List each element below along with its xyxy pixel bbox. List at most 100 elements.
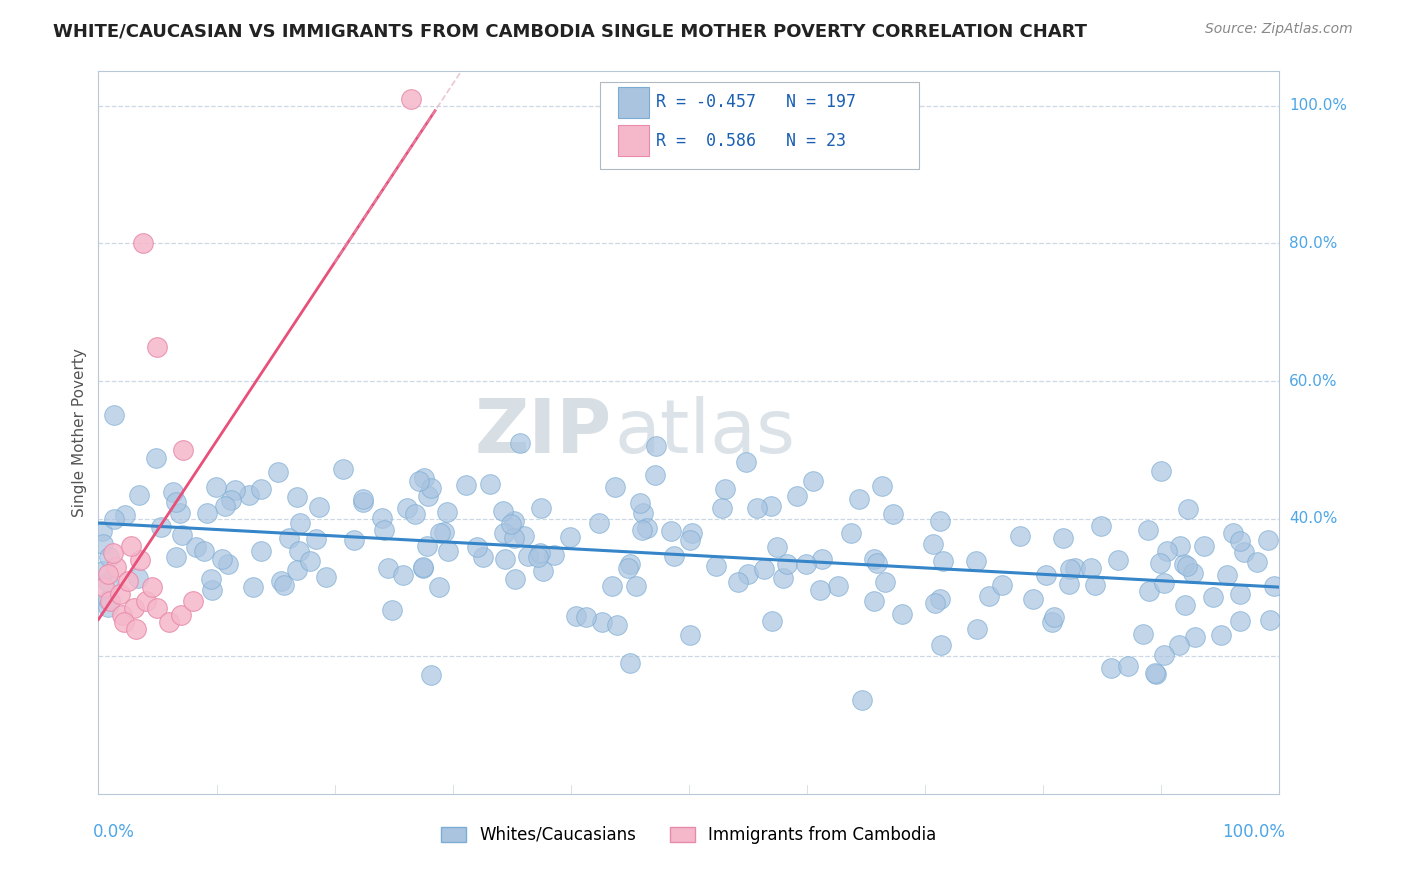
Point: [454, 478, 477, 492]
Point: [619, 557, 641, 571]
Point: [1263, 579, 1285, 593]
Point: [664, 549, 686, 563]
Point: [165, 495, 187, 509]
Point: [135, 594, 157, 608]
Point: [103, 409, 125, 423]
Point: [98, 594, 121, 608]
Point: [1156, 544, 1178, 558]
Point: [128, 553, 150, 567]
Point: [1229, 533, 1251, 548]
Point: [1099, 661, 1122, 675]
Point: [1232, 545, 1254, 559]
Point: [1192, 539, 1215, 553]
Point: [921, 537, 943, 551]
Text: Source: ZipAtlas.com: Source: ZipAtlas.com: [1205, 22, 1353, 37]
Point: [141, 581, 163, 595]
Point: [127, 571, 149, 585]
Point: [1090, 519, 1112, 533]
Point: [108, 587, 131, 601]
Text: ZIP: ZIP: [475, 396, 612, 469]
Point: [1173, 557, 1195, 571]
Point: [465, 541, 488, 555]
Point: [267, 465, 290, 479]
Point: [112, 615, 135, 629]
Text: 100.0%: 100.0%: [1222, 822, 1285, 841]
Point: [560, 529, 582, 543]
Point: [157, 615, 180, 629]
Point: [429, 525, 451, 540]
Point: [1035, 568, 1057, 582]
Point: [184, 540, 207, 554]
Point: [494, 526, 516, 541]
Point: [1222, 525, 1244, 540]
Point: [1150, 464, 1173, 478]
Point: [401, 92, 423, 106]
Point: [217, 558, 239, 572]
Text: 40.0%: 40.0%: [1289, 511, 1337, 526]
Point: [201, 582, 224, 597]
Text: atlas: atlas: [614, 396, 796, 469]
Point: [530, 501, 553, 516]
Point: [91, 537, 114, 551]
Point: [811, 552, 834, 566]
Point: [928, 515, 950, 529]
Point: [679, 628, 702, 642]
Point: [794, 558, 817, 572]
Point: [170, 607, 193, 622]
Point: [1229, 614, 1251, 628]
Point: [371, 511, 394, 525]
Text: R = -0.457   N = 197: R = -0.457 N = 197: [655, 94, 856, 112]
Point: [146, 340, 169, 354]
Point: [1008, 529, 1031, 543]
Point: [404, 507, 426, 521]
Point: [96, 600, 118, 615]
Point: [808, 583, 831, 598]
Point: [870, 479, 893, 493]
Point: [125, 622, 148, 636]
Point: [165, 549, 187, 564]
Point: [101, 546, 124, 560]
Point: [471, 549, 494, 564]
Point: [839, 526, 862, 541]
Point: [419, 481, 441, 495]
Point: [1116, 658, 1139, 673]
Point: [513, 529, 536, 543]
Point: [628, 495, 651, 509]
Point: [492, 504, 515, 518]
Point: [132, 236, 155, 251]
Point: [211, 551, 233, 566]
Point: [526, 549, 548, 564]
Point: [128, 488, 150, 502]
Point: [429, 581, 451, 595]
Point: [1080, 560, 1102, 574]
Point: [93, 581, 115, 595]
Point: [929, 638, 952, 652]
Point: [285, 490, 308, 504]
Point: [332, 462, 354, 476]
Point: [250, 544, 273, 558]
Point: [679, 533, 702, 548]
Point: [273, 578, 295, 592]
Point: [1059, 562, 1081, 576]
Point: [575, 610, 598, 624]
Point: [759, 500, 782, 514]
Point: [224, 483, 246, 497]
Point: [437, 544, 460, 558]
Point: [659, 524, 682, 538]
Point: [1107, 553, 1129, 567]
Point: [408, 475, 430, 489]
Text: 60.0%: 60.0%: [1289, 374, 1337, 389]
Point: [1057, 577, 1080, 591]
Point: [786, 489, 808, 503]
Point: [103, 511, 125, 525]
Point: [1215, 568, 1237, 582]
Point: [499, 517, 522, 532]
Text: R =  0.586   N = 23: R = 0.586 N = 23: [655, 132, 846, 150]
Point: [928, 591, 950, 606]
Point: [1246, 555, 1268, 569]
Point: [503, 515, 526, 529]
Point: [502, 532, 524, 546]
Point: [93, 564, 115, 578]
Point: [91, 524, 114, 539]
Point: [122, 601, 145, 615]
